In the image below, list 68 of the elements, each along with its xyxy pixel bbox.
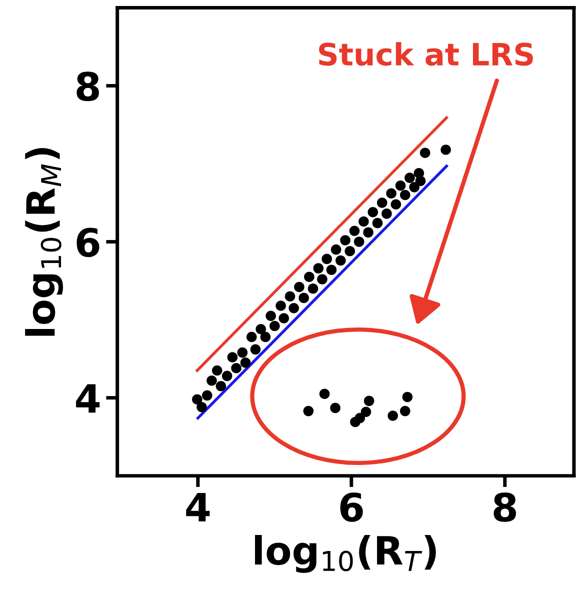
point — [266, 310, 276, 322]
point — [326, 264, 337, 276]
point — [276, 300, 286, 311]
x-tick-label: 8 — [494, 492, 516, 522]
point — [354, 412, 365, 424]
point — [420, 148, 430, 158]
point — [400, 190, 410, 200]
point — [349, 226, 360, 236]
point — [388, 410, 398, 421]
x-tick-label: 6 — [340, 492, 363, 522]
point — [308, 283, 318, 294]
point — [231, 363, 242, 374]
point — [250, 344, 261, 355]
point — [192, 394, 202, 405]
point — [284, 291, 296, 302]
point — [202, 390, 212, 401]
point — [382, 208, 392, 219]
point — [288, 302, 299, 314]
point — [376, 198, 388, 208]
point — [402, 392, 413, 402]
point — [313, 263, 324, 274]
y-axis-title: log$_{10}$(R$_{M}$) — [25, 148, 64, 336]
y-tick-label: 6 — [76, 228, 100, 258]
point — [319, 388, 330, 400]
point — [358, 216, 369, 227]
point — [390, 199, 402, 210]
point — [344, 246, 356, 256]
point — [330, 244, 342, 255]
point — [363, 227, 374, 238]
point — [364, 396, 374, 406]
point — [256, 324, 266, 334]
point — [227, 352, 238, 362]
point — [246, 332, 257, 342]
point — [400, 406, 410, 416]
point — [278, 313, 290, 324]
point — [237, 347, 248, 358]
point — [196, 402, 207, 412]
point — [409, 182, 420, 192]
point — [336, 255, 346, 266]
point — [270, 320, 280, 332]
point — [216, 380, 226, 392]
point — [260, 332, 271, 342]
x-axis-title: log$_{10}$(R$_{T}$) — [254, 534, 436, 573]
point — [440, 144, 451, 155]
y-tick-label: 4 — [76, 384, 100, 413]
point — [206, 375, 217, 386]
point — [368, 206, 378, 218]
point — [372, 218, 383, 228]
point — [360, 406, 372, 417]
point — [294, 282, 304, 292]
annotation: Stuck at LRS — [319, 42, 533, 66]
point — [222, 370, 232, 382]
x-tick-label: 4 — [186, 492, 210, 522]
point — [322, 254, 332, 264]
point — [303, 406, 314, 416]
point — [298, 292, 309, 304]
point — [330, 402, 340, 414]
point — [354, 236, 364, 247]
point — [395, 180, 406, 191]
point — [340, 235, 350, 246]
y-tick-label: 8 — [76, 72, 99, 102]
point — [304, 272, 314, 282]
point — [415, 176, 426, 186]
point — [212, 365, 222, 376]
point — [240, 358, 251, 368]
point — [404, 172, 415, 183]
point — [386, 188, 396, 199]
point — [317, 274, 328, 284]
